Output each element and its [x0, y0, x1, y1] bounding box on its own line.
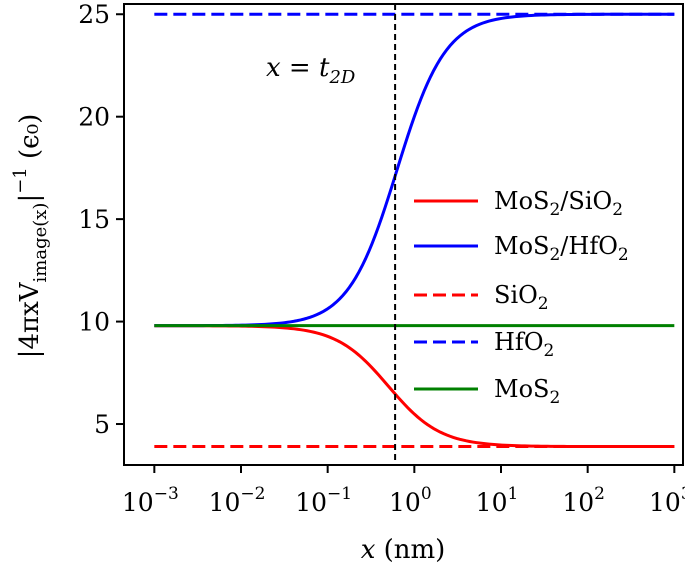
x-tick-label: 10−3 — [122, 484, 179, 517]
x-axis-ticks: 10−3 10−2 10−1 100 101 102 103 — [122, 465, 685, 517]
y-tick-label: 20 — [78, 103, 110, 132]
legend: MoS2/SiO2 MoS2/HfO2 SiO2 HfO2 MoS2 — [414, 187, 629, 408]
y-axis-ticks: 5 10 15 20 25 — [78, 0, 124, 439]
x-axis-label: x (nm) — [361, 535, 446, 565]
series-line-mos2-hfo2 — [154, 12, 675, 328]
x-tick-label: 10−1 — [295, 484, 352, 517]
plot-frame — [123, 3, 684, 466]
x-tick-label: 10−2 — [209, 484, 266, 517]
y-tick-label: 15 — [78, 205, 110, 234]
legend-label: SiO2 — [494, 281, 549, 314]
series-line-mos2-sio2 — [154, 324, 675, 449]
legend-label: MoS2/SiO2 — [494, 187, 623, 220]
y-axis-label: |4πxVimage(x)|−1 (ϵ₀) — [10, 114, 51, 359]
y-tick-label: 25 — [78, 0, 110, 29]
x-tick-label: 103 — [649, 484, 685, 517]
legend-label: HfO2 — [494, 328, 554, 361]
x-tick-label: 101 — [476, 484, 519, 517]
vline-annotation: x = t2D — [266, 53, 356, 88]
x-tick-label: 102 — [562, 484, 605, 517]
x-tick-label: 100 — [389, 484, 432, 517]
y-tick-label: 10 — [78, 308, 110, 337]
series-lines — [154, 12, 675, 449]
legend-label: MoS2 — [494, 375, 560, 408]
y-tick-label: 5 — [94, 410, 110, 439]
legend-label: MoS2/HfO2 — [494, 232, 629, 265]
